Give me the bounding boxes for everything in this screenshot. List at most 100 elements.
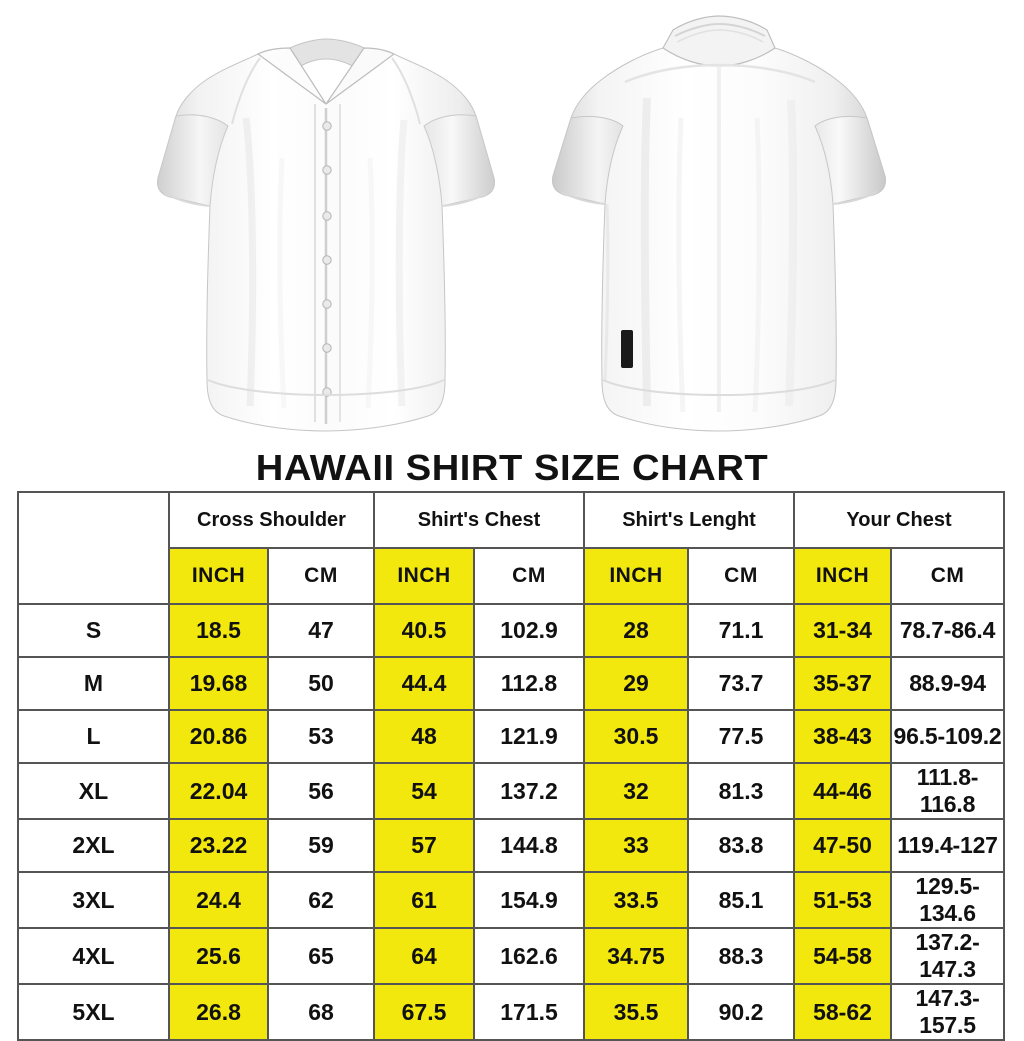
cell-shirts-chest-cm: 171.5	[473, 983, 586, 1041]
brand-tag	[621, 330, 633, 368]
cell-shirts-chest-inch: 67.5	[373, 983, 476, 1041]
cell-shirts-lenght-inch: 28	[583, 603, 690, 658]
cell-your-chest-inch: 58-62	[793, 983, 893, 1041]
cell-your-chest-cm: 129.5-134.6	[890, 871, 1006, 929]
cell-shirts-chest-inch: 48	[373, 709, 476, 764]
size-label: XL	[17, 762, 170, 820]
unit-header-row: INCH CM INCH CM INCH CM INCH CM	[18, 547, 1006, 605]
cell-your-chest-inch: 54-58	[793, 927, 893, 985]
size-label: S	[17, 603, 170, 658]
group-header-shirts-lenght: Shirt's Lenght	[583, 491, 796, 549]
table-row: L 20.86 53 48 121.9 30.5 77.5 38-43 96.5-109.2	[17, 709, 1006, 764]
cell-shirts-lenght-cm: 71.1	[687, 603, 796, 658]
cell-shirts-chest-inch: 54	[373, 762, 476, 820]
cell-shirts-chest-cm: 154.9	[473, 871, 586, 929]
cell-your-chest-inch: 31-34	[793, 603, 893, 658]
table-row: 3XL 24.4 62 61 154.9 33.5 85.1 51-53 129.5-134.6	[17, 871, 1006, 929]
table-row: 5XL 26.8 68 67.5 171.5 35.5 90.2 58-62 147.3-157…	[17, 983, 1006, 1041]
cell-shirts-lenght-cm: 88.3	[687, 927, 796, 985]
size-label: 2XL	[17, 818, 170, 873]
cell-your-chest-cm: 88.9-94	[890, 656, 1006, 711]
cell-shirts-chest-cm: 102.9	[473, 603, 586, 658]
cell-shirts-chest-cm: 162.6	[473, 927, 586, 985]
unit-header-cross-shoulder-inch: INCH	[168, 547, 269, 605]
cell-shirts-lenght-inch: 30.5	[583, 709, 690, 764]
cell-cross-shoulder-cm: 53	[266, 709, 376, 764]
cell-shirts-chest-cm: 121.9	[473, 709, 586, 764]
cell-shirts-lenght-inch: 34.75	[583, 927, 690, 985]
cell-cross-shoulder-inch: 20.86	[168, 709, 269, 764]
cell-your-chest-inch: 51-53	[793, 871, 893, 929]
cell-your-chest-cm: 137.2-147.3	[890, 927, 1006, 985]
unit-header-shirts-lenght-cm: CM	[687, 547, 796, 605]
cell-cross-shoulder-cm: 47	[266, 603, 376, 658]
cell-shirts-lenght-cm: 90.2	[687, 983, 796, 1041]
cell-shirts-chest-inch: 64	[373, 927, 476, 985]
cell-shirts-chest-inch: 40.5	[373, 603, 476, 658]
size-chart-table: Cross Shoulder Shirt's Chest Shirt's Len…	[17, 491, 1006, 1041]
cell-shirts-lenght-inch: 35.5	[583, 983, 690, 1041]
cell-cross-shoulder-inch: 24.4	[168, 871, 269, 929]
table-row: S 18.5 47 40.5 102.9 28 71.1 31-34 78.7-86.4	[17, 603, 1006, 658]
cell-cross-shoulder-inch: 26.8	[168, 983, 269, 1041]
cell-shirts-lenght-inch: 33	[583, 818, 690, 873]
cell-your-chest-inch: 35-37	[793, 656, 893, 711]
group-header-shirts-chest: Shirt's Chest	[373, 491, 586, 549]
cell-shirts-lenght-inch: 32	[583, 762, 690, 820]
shirt-back-view	[543, 8, 893, 432]
cell-shirts-chest-cm: 137.2	[473, 762, 586, 820]
cell-cross-shoulder-inch: 19.68	[168, 656, 269, 711]
cell-your-chest-inch: 44-46	[793, 762, 893, 820]
unit-header-shirts-lenght-inch: INCH	[583, 547, 690, 605]
cell-cross-shoulder-inch: 22.04	[168, 762, 269, 820]
unit-header-shirts-chest-inch: INCH	[373, 547, 476, 605]
cell-your-chest-cm: 111.8-116.8	[890, 762, 1006, 820]
shirt-front-view	[150, 8, 500, 432]
cell-cross-shoulder-cm: 59	[266, 818, 376, 873]
unit-header-cross-shoulder-cm: CM	[266, 547, 376, 605]
cell-shirts-chest-inch: 61	[373, 871, 476, 929]
size-chart-container: Cross Shoulder Shirt's Chest Shirt's Len…	[17, 491, 1006, 1041]
cell-shirts-lenght-cm: 77.5	[687, 709, 796, 764]
cell-shirts-chest-inch: 44.4	[373, 656, 476, 711]
cell-shirts-lenght-inch: 33.5	[583, 871, 690, 929]
cell-your-chest-cm: 119.4-127	[890, 818, 1006, 873]
table-row: 2XL 23.22 59 57 144.8 33 83.8 47-50 119.4-127	[17, 818, 1006, 873]
cell-cross-shoulder-inch: 25.6	[168, 927, 269, 985]
size-label: 3XL	[17, 871, 170, 929]
cell-cross-shoulder-cm: 65	[266, 927, 376, 985]
group-header-your-chest: Your Chest	[793, 491, 1006, 549]
table-row: XL 22.04 56 54 137.2 32 81.3 44-46 111.8-116.8	[17, 762, 1006, 820]
cell-your-chest-cm: 78.7-86.4	[890, 603, 1006, 658]
cell-your-chest-inch: 47-50	[793, 818, 893, 873]
cell-your-chest-inch: 38-43	[793, 709, 893, 764]
cell-shirts-lenght-inch: 29	[583, 656, 690, 711]
page-title: HAWAII SHIRT SIZE CHART	[255, 447, 769, 488]
size-label: 4XL	[17, 927, 170, 985]
unit-header-shirts-chest-cm: CM	[473, 547, 586, 605]
size-label: L	[17, 709, 170, 764]
cell-shirts-chest-cm: 144.8	[473, 818, 586, 873]
cell-cross-shoulder-cm: 68	[266, 983, 376, 1041]
cell-cross-shoulder-cm: 56	[266, 762, 376, 820]
cell-shirts-lenght-cm: 83.8	[687, 818, 796, 873]
cell-your-chest-cm: 147.3-157.5	[890, 983, 1006, 1041]
size-chart-body: S 18.5 47 40.5 102.9 28 71.1 31-34 78.7-86.4 M 19.…	[17, 603, 1006, 1041]
cell-shirts-chest-cm: 112.8	[473, 656, 586, 711]
cell-shirts-lenght-cm: 81.3	[687, 762, 796, 820]
group-header-cross-shoulder: Cross Shoulder	[167, 491, 376, 549]
unit-header-your-chest-cm: CM	[890, 547, 1006, 605]
cell-cross-shoulder-cm: 62	[266, 871, 376, 929]
unit-header-your-chest-inch: INCH	[793, 547, 893, 605]
table-row: M 19.68 50 44.4 112.8 29 73.7 35-37 88.9-94	[17, 656, 1006, 711]
group-header-row: Cross Shoulder Shirt's Chest Shirt's Len…	[17, 491, 1006, 605]
table-row: 4XL 25.6 65 64 162.6 34.75 88.3 54-58 137.2-147.…	[17, 927, 1006, 985]
cell-shirts-lenght-cm: 73.7	[687, 656, 796, 711]
size-label: M	[17, 656, 170, 711]
cell-shirts-chest-inch: 57	[373, 818, 476, 873]
cell-cross-shoulder-cm: 50	[266, 656, 376, 711]
cell-cross-shoulder-inch: 23.22	[168, 818, 269, 873]
cell-shirts-lenght-cm: 85.1	[687, 871, 796, 929]
size-label: 5XL	[17, 983, 170, 1041]
cell-your-chest-cm: 96.5-109.2	[890, 709, 1006, 764]
